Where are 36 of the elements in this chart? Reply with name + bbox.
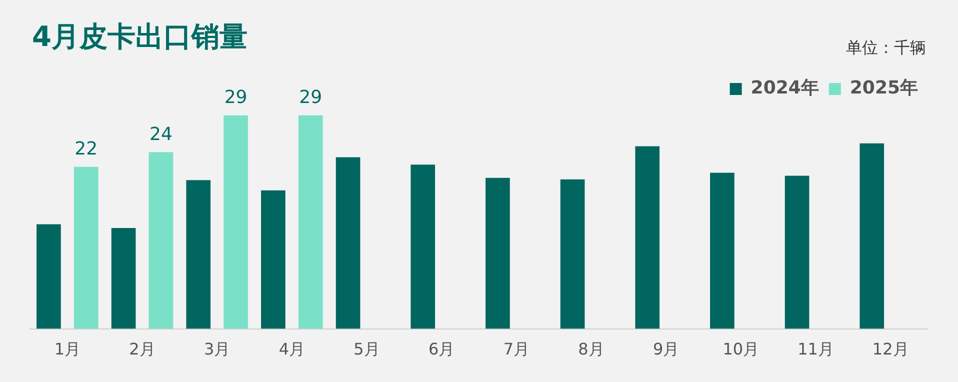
chart-title: 4月皮卡出口销量 bbox=[32, 19, 248, 55]
x-tick-label: 3月 bbox=[204, 340, 230, 359]
legend-label: 2025年 bbox=[850, 78, 918, 99]
chart-subtitle: 单位：千辆 bbox=[846, 38, 926, 59]
bar bbox=[560, 179, 585, 329]
bar bbox=[186, 180, 211, 329]
bar bbox=[860, 143, 884, 329]
bar bbox=[784, 176, 810, 329]
data-label: 29 bbox=[224, 87, 248, 108]
bar bbox=[148, 152, 174, 329]
data-label: 29 bbox=[299, 87, 322, 108]
x-tick-label: 9月 bbox=[652, 340, 680, 359]
bar bbox=[336, 157, 360, 329]
bar bbox=[635, 146, 660, 329]
x-tick-label: 6月 bbox=[428, 340, 455, 359]
data-label: 22 bbox=[74, 138, 98, 160]
bar bbox=[261, 190, 286, 329]
bar bbox=[224, 115, 248, 329]
bar bbox=[410, 164, 436, 329]
bar bbox=[36, 224, 61, 329]
data-label: 24 bbox=[150, 124, 172, 145]
bar bbox=[486, 178, 510, 329]
x-tick-label: 8月 bbox=[578, 340, 604, 359]
x-tick-label: 2月 bbox=[129, 340, 156, 359]
bar bbox=[111, 228, 136, 329]
x-tick-label: 10月 bbox=[722, 340, 760, 359]
bar bbox=[298, 115, 323, 329]
x-tick-label: 1月 bbox=[54, 340, 81, 359]
bar bbox=[710, 172, 734, 329]
x-tick-label: 5月 bbox=[354, 340, 380, 359]
legend-label: 2024年 bbox=[750, 78, 819, 99]
x-tick-label: 11月 bbox=[798, 340, 834, 359]
bar bbox=[74, 166, 98, 329]
x-tick-label: 4月 bbox=[278, 340, 306, 359]
x-tick-label: 7月 bbox=[503, 340, 530, 359]
x-tick-label: 12月 bbox=[872, 340, 909, 359]
